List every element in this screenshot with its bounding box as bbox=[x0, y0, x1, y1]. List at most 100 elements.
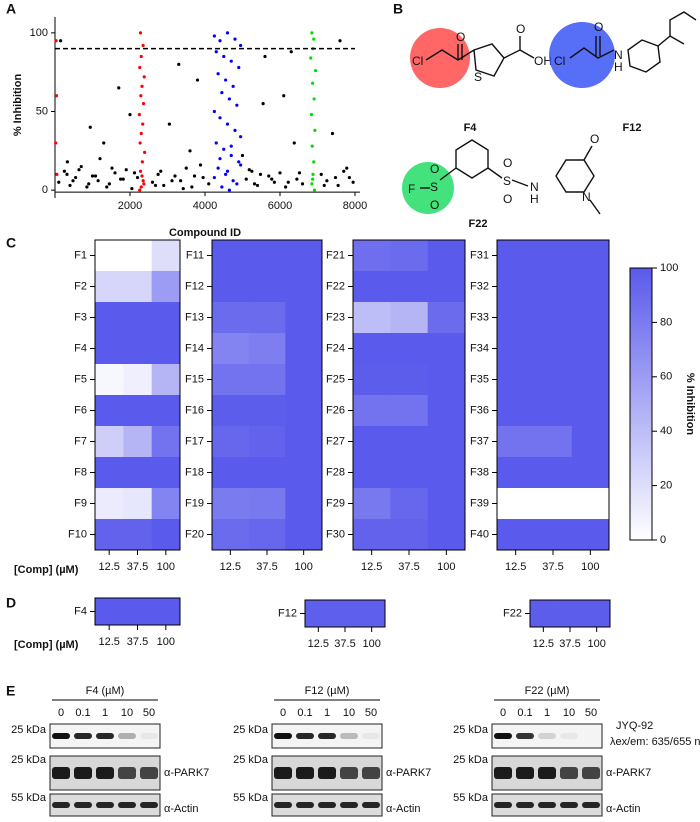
heatmap-cell bbox=[571, 395, 610, 427]
column-label: 12.5 bbox=[98, 636, 119, 648]
atom: O bbox=[594, 20, 603, 34]
heatmap-cell bbox=[390, 488, 428, 520]
row-label: F7 bbox=[74, 435, 87, 447]
heatmap-cell bbox=[285, 457, 323, 489]
point bbox=[74, 175, 78, 180]
point bbox=[267, 174, 271, 178]
atom: O bbox=[430, 162, 439, 176]
point bbox=[310, 144, 314, 148]
blot-band bbox=[538, 802, 556, 808]
point bbox=[225, 169, 230, 173]
point bbox=[310, 182, 314, 186]
heatmap-cell bbox=[427, 395, 466, 427]
colorbar-tick-label: 20 bbox=[660, 480, 672, 492]
blot-band bbox=[516, 767, 534, 779]
point bbox=[312, 37, 316, 41]
heatmap-cell bbox=[212, 519, 249, 551]
row-label: F34 bbox=[470, 342, 489, 354]
row-label: F3 bbox=[74, 311, 87, 323]
x-axis-label: [Comp] (µM) bbox=[14, 564, 79, 576]
y-tick-label: 100 bbox=[30, 27, 48, 39]
heatmap-cell bbox=[95, 271, 124, 303]
heatmap-cell bbox=[305, 600, 332, 628]
point bbox=[311, 177, 315, 181]
blot-band bbox=[560, 733, 578, 739]
atom: OH bbox=[534, 54, 552, 68]
panel-label: C bbox=[6, 235, 16, 251]
antibody-label: α-PARK7 bbox=[386, 767, 431, 779]
blot-title: F22 (µM) bbox=[525, 685, 570, 697]
row-label: F9 bbox=[74, 497, 87, 509]
heatmap-cell bbox=[212, 302, 249, 334]
marker-label: 55 kDa bbox=[11, 792, 47, 804]
atom: O bbox=[516, 22, 525, 36]
point bbox=[325, 179, 329, 183]
point bbox=[311, 172, 315, 177]
heatmap-cell bbox=[353, 240, 391, 272]
panel-label: E bbox=[6, 683, 15, 699]
blot-band bbox=[74, 802, 92, 808]
heatmap-cell bbox=[556, 600, 584, 628]
heatmap-cell bbox=[95, 240, 124, 272]
antibody-label: α-Actin bbox=[386, 803, 420, 815]
atom: F bbox=[408, 182, 415, 196]
column-label: 100 bbox=[437, 561, 455, 573]
row-label: F31 bbox=[470, 249, 489, 261]
point bbox=[139, 94, 143, 98]
point bbox=[310, 31, 314, 35]
point bbox=[68, 183, 72, 188]
point bbox=[138, 141, 142, 145]
heatmap-cell bbox=[285, 364, 323, 396]
point bbox=[212, 175, 216, 180]
structure-label: F22 bbox=[469, 218, 488, 230]
point bbox=[139, 131, 143, 136]
atom: H bbox=[530, 192, 539, 206]
lane-label: 50 bbox=[143, 707, 155, 719]
bond bbox=[589, 199, 601, 215]
atom: N bbox=[582, 190, 591, 204]
heatmap-cell bbox=[497, 240, 535, 272]
blot-band bbox=[140, 767, 158, 779]
row-label: F24 bbox=[326, 342, 345, 354]
point bbox=[96, 179, 100, 183]
point bbox=[141, 43, 145, 48]
heatmap-cell bbox=[353, 395, 391, 427]
lane-label: 10 bbox=[343, 707, 355, 719]
point bbox=[258, 172, 263, 177]
blot-band bbox=[296, 733, 314, 739]
column-label: 100 bbox=[157, 561, 175, 573]
heatmap-cell bbox=[123, 519, 152, 551]
point bbox=[220, 91, 224, 95]
heatmap-cell bbox=[427, 426, 466, 458]
row-label: F32 bbox=[470, 280, 489, 292]
heatmap-cell bbox=[151, 271, 181, 303]
column-label: 100 bbox=[581, 561, 599, 573]
point bbox=[65, 160, 69, 164]
point bbox=[345, 166, 349, 170]
blot-band bbox=[140, 733, 158, 739]
heatmap-cell bbox=[571, 426, 610, 458]
heatmap-cell bbox=[497, 426, 535, 458]
heatmap-cell bbox=[390, 333, 428, 365]
bond bbox=[583, 145, 593, 161]
heatmap-cell bbox=[353, 488, 391, 520]
row-label: F13 bbox=[185, 311, 204, 323]
point bbox=[216, 72, 220, 76]
heatmap-cell bbox=[285, 488, 323, 520]
point bbox=[119, 177, 123, 181]
blot-band bbox=[340, 733, 358, 739]
point bbox=[250, 169, 254, 173]
heatmap-cell bbox=[571, 302, 610, 334]
row-label: F11 bbox=[186, 249, 204, 261]
heatmap-cell bbox=[390, 240, 428, 272]
marker-label: 25 kDa bbox=[11, 754, 47, 766]
heatmap-cell bbox=[212, 395, 249, 427]
point bbox=[135, 175, 140, 180]
point bbox=[121, 177, 125, 181]
point bbox=[107, 182, 111, 186]
point bbox=[153, 183, 158, 188]
row-label: F33 bbox=[470, 311, 489, 323]
point bbox=[140, 174, 144, 178]
ring bbox=[555, 159, 595, 193]
blot-band bbox=[340, 802, 358, 808]
